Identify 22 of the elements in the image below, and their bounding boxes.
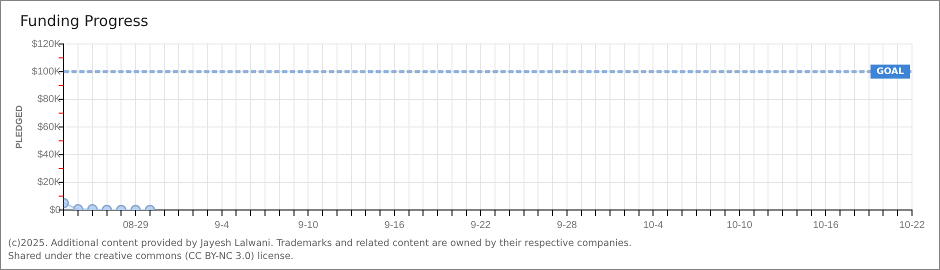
- text: Shared under the creative commons (CC BY-NC 3.0) license.: [8, 250, 295, 263]
- x-tick-label: 10-16: [812, 220, 839, 231]
- x-tick-label: 9-16: [384, 220, 405, 231]
- y-tick-label: $20K: [37, 177, 62, 188]
- y-tick-label: $80K: [37, 94, 62, 106]
- y-tick-label: $60K: [37, 122, 62, 133]
- x-tick-label: 9-22: [470, 220, 492, 231]
- x-tick-label: 9-4: [214, 220, 230, 231]
- y-tick-label: $40K: [37, 149, 62, 160]
- x-tick-label: 10-4: [643, 220, 664, 231]
- x-tick-label: 10-10: [726, 220, 753, 231]
- y-tick-label: $100K: [32, 66, 62, 78]
- text: (c)2025. Additional content provided by Jayesh Lalwani. Trademarks and related content are owned by their respective companies.: [8, 237, 632, 250]
- x-tick-label: 9-28: [556, 220, 578, 231]
- y-axis-title: PLEDGED: [14, 104, 24, 149]
- y-tick-label: $120K: [32, 38, 62, 50]
- chart-title: Funding Progress: [20, 12, 148, 30]
- y-tick-label: $0: [50, 204, 62, 216]
- x-tick-label: 08-29: [122, 220, 149, 231]
- x-tick-label: 9-10: [298, 220, 319, 231]
- ref-line-label: GOAL: [876, 67, 904, 78]
- x-tick-label: 10-22: [899, 220, 926, 231]
